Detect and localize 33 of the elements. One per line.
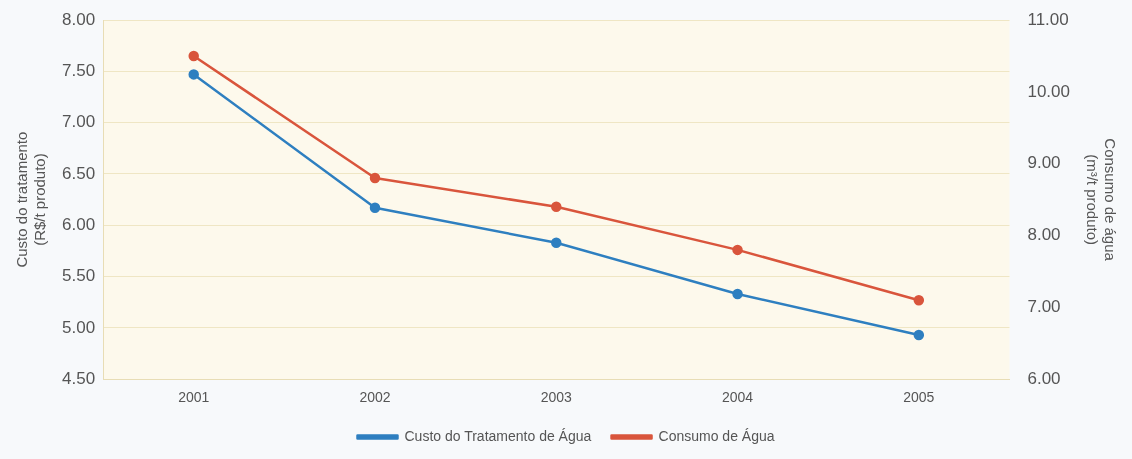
legend-label: Custo do Tratamento de Água [404, 427, 592, 444]
y2-tick-label: 11.00 [1027, 9, 1069, 29]
point [188, 69, 199, 80]
y-tick-label: 7.50 [61, 61, 96, 80]
point [369, 172, 381, 184]
y-tick-label: 8.00 [61, 9, 96, 29]
point [369, 202, 381, 214]
y2-axis-title: Consumo de água (m³/t produto) [1083, 138, 1119, 262]
y2-tick-label: 7.00 [1027, 297, 1061, 317]
y-axis-title: Custo do tratamento (R$/t produto) [13, 131, 49, 268]
point [188, 50, 199, 62]
y2-tick-label: 6.00 [1027, 368, 1061, 388]
legend-label: Consumo de Água [658, 427, 775, 444]
y2-tick-label: 8.00 [1027, 225, 1061, 245]
point [551, 201, 562, 213]
y-tick-label: 6.00 [61, 214, 96, 234]
point [732, 244, 743, 256]
y-tick-label: 7.00 [61, 112, 96, 132]
point [732, 288, 743, 300]
x-tick-label: 2001 [178, 389, 210, 406]
y2-tick-label: 9.00 [1027, 153, 1061, 173]
x-tick-label: 2002 [359, 389, 391, 406]
point [913, 294, 925, 306]
x-tick-label: 2004 [721, 389, 754, 406]
y2-tick-label: 10.00 [1027, 81, 1071, 101]
x-tick-label: 2005 [903, 389, 935, 406]
point [551, 237, 562, 248]
y-tick-label: 4.50 [61, 368, 96, 388]
x-tick-label: 2003 [540, 389, 573, 406]
point [913, 329, 925, 341]
y-tick-label: 5.50 [61, 266, 96, 286]
y-tick-label: 5.00 [61, 317, 96, 337]
y-tick-label: 6.50 [61, 163, 96, 183]
